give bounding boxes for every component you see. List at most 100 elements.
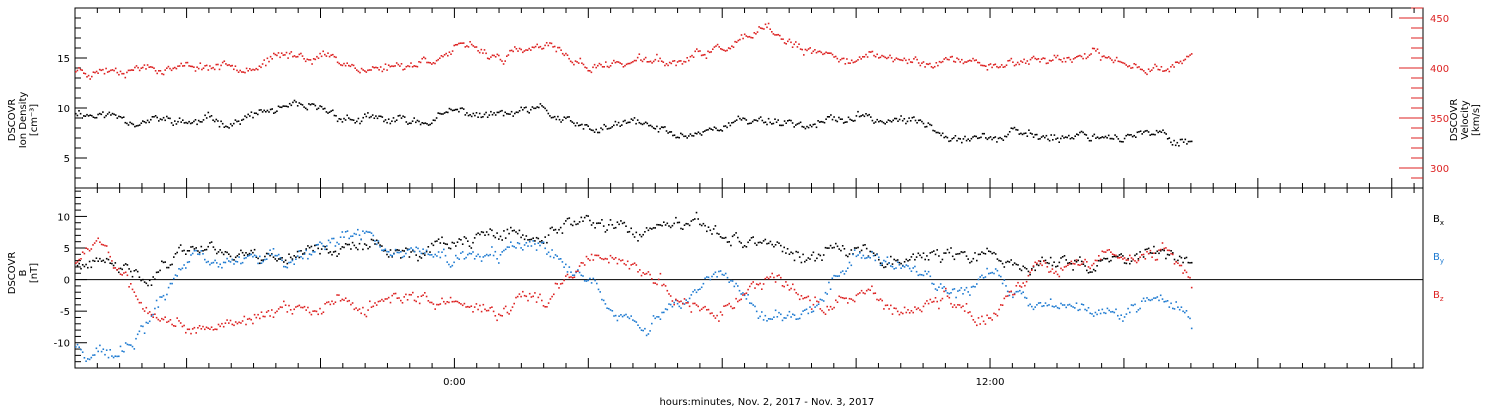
density-point bbox=[1141, 133, 1143, 135]
bx-point bbox=[334, 250, 337, 253]
density-point bbox=[654, 128, 657, 130]
density-point bbox=[359, 122, 361, 125]
by-point bbox=[1094, 311, 1097, 314]
bz-point bbox=[427, 300, 430, 302]
tick-label-b: 0 bbox=[64, 276, 70, 287]
velocity-point bbox=[344, 64, 347, 67]
by-point bbox=[534, 243, 536, 245]
bz-point bbox=[872, 292, 875, 295]
bx-point bbox=[377, 242, 380, 244]
velocity-point bbox=[442, 55, 444, 58]
velocity-point bbox=[911, 61, 914, 64]
by-point bbox=[344, 231, 347, 233]
density-point bbox=[1155, 129, 1158, 132]
by-point bbox=[604, 303, 607, 305]
bx-point bbox=[255, 256, 258, 258]
velocity-point bbox=[1098, 52, 1100, 54]
density-point bbox=[713, 126, 716, 128]
density-point bbox=[118, 115, 120, 118]
bx-point bbox=[805, 259, 808, 261]
by-point bbox=[255, 255, 258, 258]
by-point bbox=[102, 348, 105, 350]
velocity-point bbox=[94, 71, 96, 74]
by-point bbox=[685, 299, 687, 301]
bz-point bbox=[881, 299, 883, 302]
by-point bbox=[475, 255, 478, 257]
bx-point bbox=[130, 270, 132, 273]
bx-point bbox=[977, 253, 980, 256]
bz-point bbox=[1084, 258, 1086, 261]
by-point bbox=[183, 264, 185, 266]
y-label-density: DSCOVR bbox=[7, 99, 18, 142]
velocity-point bbox=[1159, 69, 1161, 71]
bz-point bbox=[107, 251, 110, 254]
bx-point bbox=[824, 246, 827, 249]
by-point bbox=[963, 289, 966, 291]
bx-point bbox=[762, 240, 765, 242]
density-point bbox=[517, 111, 519, 114]
by-point bbox=[783, 317, 785, 319]
bx-point bbox=[573, 220, 576, 223]
by-point bbox=[1087, 307, 1090, 309]
velocity-point bbox=[1143, 70, 1145, 72]
velocity-point bbox=[887, 56, 890, 59]
velocity-point bbox=[397, 63, 400, 66]
by-point bbox=[401, 256, 404, 259]
density-point bbox=[386, 121, 388, 124]
density-point bbox=[948, 140, 950, 143]
velocity-point bbox=[820, 51, 823, 54]
by-point bbox=[387, 251, 390, 253]
bz-point bbox=[458, 302, 460, 304]
density-point bbox=[142, 120, 144, 122]
velocity-point bbox=[1012, 61, 1014, 63]
bz-point bbox=[332, 303, 335, 305]
by-point bbox=[1129, 311, 1131, 314]
bz-point bbox=[420, 295, 423, 297]
density-point bbox=[812, 123, 815, 126]
density-point bbox=[782, 124, 784, 127]
velocity-point bbox=[408, 65, 411, 68]
density-point bbox=[737, 115, 740, 118]
by-point bbox=[953, 288, 956, 290]
velocity-point bbox=[260, 66, 262, 69]
density-point bbox=[454, 108, 457, 111]
bz-point bbox=[626, 260, 629, 263]
bz-point bbox=[1127, 259, 1129, 261]
velocity-point bbox=[1155, 65, 1158, 68]
by-point bbox=[620, 314, 622, 316]
bz-point bbox=[695, 304, 698, 306]
bx-point bbox=[331, 253, 333, 256]
bz-point bbox=[367, 309, 369, 311]
velocity-point bbox=[166, 67, 168, 69]
bx-point bbox=[233, 259, 235, 261]
bx-point bbox=[253, 248, 256, 251]
density-point bbox=[1040, 136, 1043, 138]
density-point bbox=[343, 117, 345, 120]
bz-point bbox=[81, 251, 84, 253]
density-point bbox=[344, 119, 347, 121]
bx-point bbox=[319, 252, 321, 255]
velocity-point bbox=[1029, 58, 1032, 61]
velocity-point bbox=[975, 59, 977, 61]
by-point bbox=[819, 298, 822, 301]
by-point bbox=[649, 330, 651, 332]
velocity-point bbox=[161, 73, 163, 75]
velocity-point bbox=[300, 52, 302, 55]
velocity-point bbox=[547, 44, 550, 47]
velocity-point bbox=[1189, 54, 1191, 56]
by-point bbox=[934, 288, 937, 290]
bx-point bbox=[850, 249, 853, 251]
bx-point bbox=[338, 253, 340, 255]
velocity-point bbox=[1024, 62, 1027, 64]
bx-point bbox=[946, 248, 949, 251]
by-point bbox=[587, 279, 589, 282]
bx-point bbox=[822, 254, 825, 256]
density-point bbox=[1036, 133, 1038, 136]
velocity-point bbox=[1016, 61, 1019, 64]
density-point bbox=[368, 116, 371, 119]
bx-point bbox=[900, 262, 902, 265]
by-point bbox=[391, 255, 393, 257]
density-point bbox=[143, 121, 146, 123]
density-point bbox=[986, 138, 989, 141]
